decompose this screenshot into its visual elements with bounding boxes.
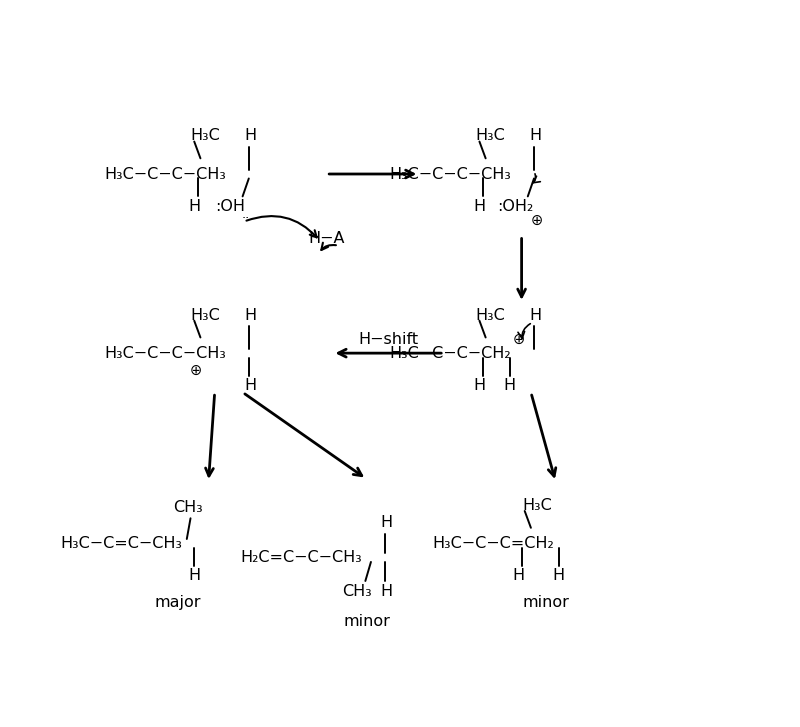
Text: H: H: [529, 308, 542, 323]
Text: H: H: [503, 378, 515, 393]
Text: H₃C−C−C−CH₂: H₃C−C−C−CH₂: [390, 345, 511, 361]
Text: H₃C−C−C−CH₃: H₃C−C−C−CH₃: [104, 345, 226, 361]
Text: H: H: [474, 199, 486, 214]
Text: H: H: [244, 378, 256, 393]
Text: H: H: [553, 569, 565, 584]
Text: ··: ··: [242, 212, 250, 225]
Text: CH₃: CH₃: [342, 584, 372, 598]
Text: H−shift: H−shift: [358, 332, 418, 347]
Text: major: major: [154, 595, 201, 610]
Text: :OH: :OH: [215, 199, 245, 214]
Text: H: H: [474, 378, 486, 393]
Text: H−A: H−A: [308, 231, 345, 246]
Text: H₃C: H₃C: [190, 129, 220, 143]
Text: H₂C=C−C−CH₃: H₂C=C−C−CH₃: [241, 550, 362, 565]
Text: H: H: [529, 129, 542, 143]
Text: H₃C−C=C−CH₃: H₃C−C=C−CH₃: [61, 536, 182, 551]
Text: CH₃: CH₃: [173, 499, 203, 515]
Text: H: H: [244, 308, 256, 323]
Text: H₃C: H₃C: [476, 129, 506, 143]
Text: H₃C−C−C=CH₂: H₃C−C−C=CH₂: [433, 536, 554, 551]
Text: H₃C−C−C−CH₃: H₃C−C−C−CH₃: [390, 166, 511, 182]
Text: H₃C−C−C−CH₃: H₃C−C−C−CH₃: [104, 166, 226, 182]
Text: :OH₂: :OH₂: [498, 199, 534, 214]
Text: H: H: [244, 129, 256, 143]
Text: H: H: [188, 569, 200, 584]
Text: ⊕: ⊕: [512, 332, 525, 347]
Text: minor: minor: [523, 595, 570, 610]
Text: H: H: [380, 515, 393, 530]
Text: ⊕: ⊕: [190, 363, 202, 377]
Text: H: H: [188, 199, 200, 214]
Text: H: H: [513, 569, 525, 584]
Text: H₃C: H₃C: [522, 498, 552, 513]
Text: H₃C: H₃C: [476, 308, 506, 323]
Text: minor: minor: [343, 614, 390, 630]
Text: H: H: [380, 584, 393, 598]
Text: H₃C: H₃C: [190, 308, 220, 323]
Text: ⊕: ⊕: [531, 212, 543, 228]
